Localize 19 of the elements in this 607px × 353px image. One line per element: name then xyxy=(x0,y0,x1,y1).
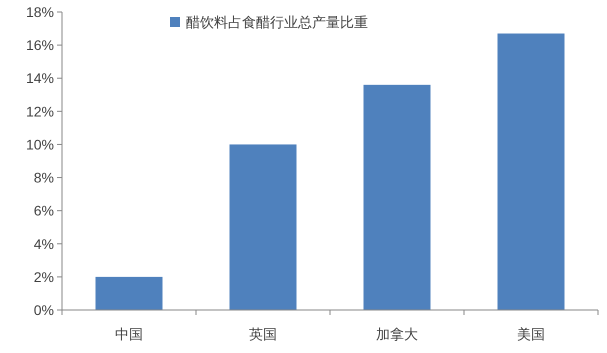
y-tick-label: 8% xyxy=(34,170,54,186)
y-tick-label: 14% xyxy=(26,70,54,86)
bar xyxy=(364,84,430,310)
y-tick-label: 4% xyxy=(34,236,54,252)
bar xyxy=(498,34,564,310)
x-tick-label: 加拿大 xyxy=(376,326,418,342)
bar xyxy=(230,144,296,310)
y-tick-label: 10% xyxy=(26,136,54,152)
x-tick-label: 中国 xyxy=(115,326,143,342)
x-tick-label: 美国 xyxy=(517,326,545,342)
y-tick-label: 6% xyxy=(34,202,54,219)
x-tick-label: 英国 xyxy=(249,326,277,342)
y-tick-label: 16% xyxy=(26,37,54,54)
bar xyxy=(96,276,162,310)
y-tick-label: 2% xyxy=(34,268,54,285)
y-tick-label: 18% xyxy=(26,4,54,20)
legend-label: 醋饮料占食醋行业总产量比重 xyxy=(186,14,368,30)
y-tick-label: 12% xyxy=(26,103,54,120)
y-tick-label: 0% xyxy=(34,302,54,318)
